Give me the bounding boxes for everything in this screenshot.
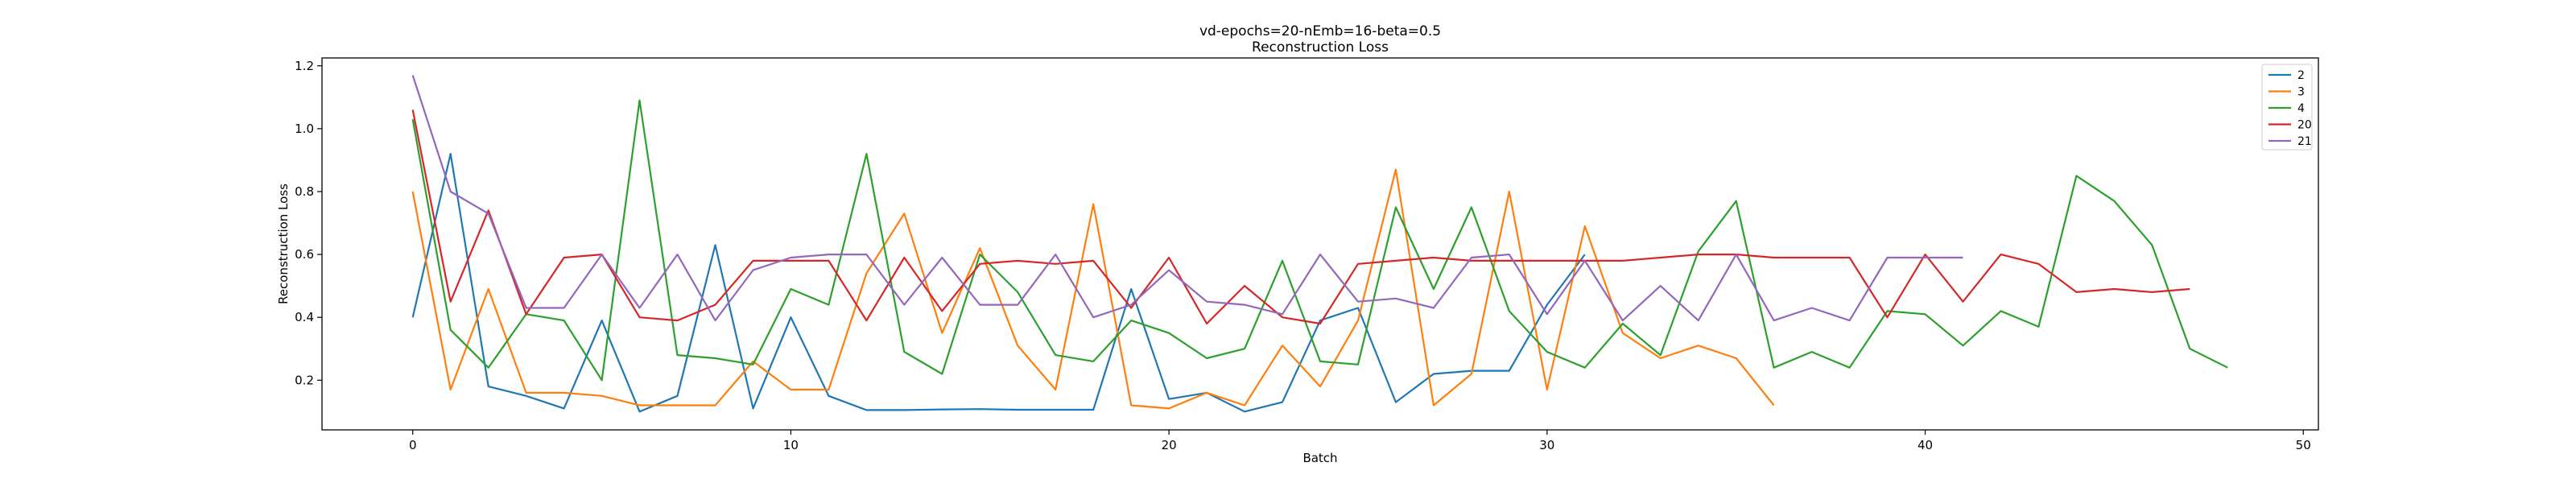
plot-frame bbox=[321, 57, 2319, 431]
x-tick-label: 50 bbox=[2296, 438, 2311, 452]
y-tick-label: 0.2 bbox=[295, 373, 314, 387]
x-tick-label: 10 bbox=[783, 438, 799, 452]
y-tick-label: 1.0 bbox=[295, 122, 314, 136]
legend-label-4: 4 bbox=[2297, 102, 2305, 115]
legend: 2 3 4 20 21 bbox=[2261, 64, 2313, 151]
y-axis-label: Reconstruction Loss bbox=[276, 184, 291, 304]
x-tick-label: 0 bbox=[409, 438, 417, 452]
x-tick-label: 20 bbox=[1162, 438, 1177, 452]
legend-label-2: 2 bbox=[2297, 69, 2305, 82]
y-tick-label: 1.2 bbox=[295, 59, 314, 73]
x-axis: 0 10 20 30 40 50 bbox=[409, 430, 2311, 452]
series-layer bbox=[411, 75, 2228, 413]
chart-subtitle: Reconstruction Loss bbox=[1252, 39, 1389, 56]
x-tick-label: 30 bbox=[1539, 438, 1554, 452]
y-tick-label: 0.8 bbox=[295, 184, 314, 199]
series-line-20 bbox=[411, 109, 2190, 325]
series-line-21 bbox=[411, 75, 1963, 322]
legend-label-3: 3 bbox=[2297, 86, 2305, 99]
legend-label-20: 20 bbox=[2297, 119, 2312, 132]
x-axis-label: Batch bbox=[1302, 451, 1337, 465]
chart-title: vd-epochs=20-nEmb=16-beta=0.5 bbox=[1199, 23, 1441, 39]
x-tick-label: 40 bbox=[1918, 438, 1933, 452]
series-line-4 bbox=[411, 99, 2228, 382]
y-axis: 0.2 0.4 0.6 0.8 1.0 1.2 bbox=[295, 59, 322, 387]
y-tick-label: 0.4 bbox=[295, 310, 314, 324]
legend-label-21: 21 bbox=[2297, 135, 2312, 148]
series-line-3 bbox=[411, 168, 1775, 410]
y-tick-label: 0.6 bbox=[295, 247, 314, 262]
